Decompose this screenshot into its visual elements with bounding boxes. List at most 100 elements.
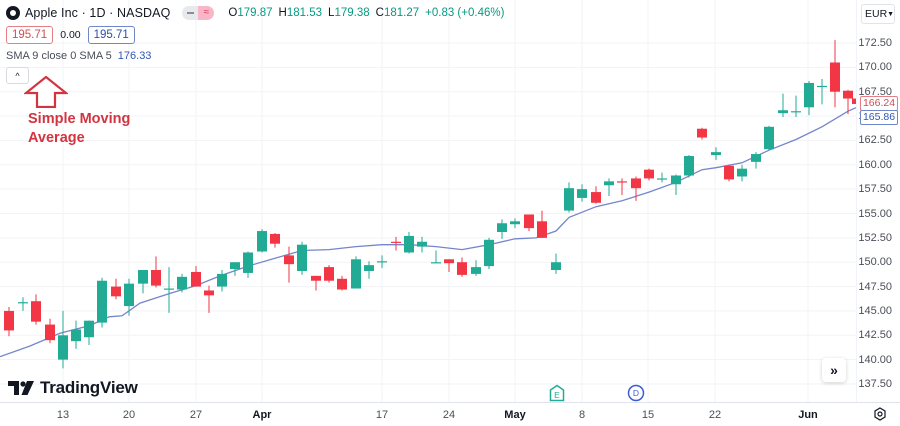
candle[interactable]	[391, 236, 401, 251]
candle[interactable]	[564, 182, 574, 213]
candle[interactable]	[724, 164, 734, 182]
candle[interactable]	[617, 178, 627, 195]
candle[interactable]	[444, 259, 454, 272]
candle[interactable]	[18, 297, 28, 311]
candle[interactable]	[84, 320, 94, 346]
candle[interactable]	[791, 95, 801, 118]
candle[interactable]	[830, 40, 840, 108]
sma-line[interactable]	[0, 107, 856, 358]
collapse-legend-button[interactable]: ^	[6, 67, 29, 84]
candle[interactable]	[404, 232, 414, 254]
candle[interactable]	[684, 155, 694, 178]
candle[interactable]	[852, 97, 856, 114]
candle-body	[843, 90, 853, 99]
trade-row: 195.71 0.00 195.71	[6, 26, 504, 44]
candle[interactable]	[417, 236, 427, 253]
candle[interactable]	[537, 210, 547, 238]
settings-gear-icon[interactable]	[873, 407, 887, 421]
candle[interactable]	[631, 176, 641, 201]
candle[interactable]	[497, 219, 507, 239]
candle[interactable]	[377, 255, 387, 269]
candle[interactable]	[324, 265, 334, 283]
price-tick-label: 147.50	[858, 280, 892, 293]
candle[interactable]	[97, 277, 107, 328]
chart-pane[interactable]	[0, 0, 856, 402]
candle[interactable]	[778, 93, 788, 118]
candle[interactable]	[58, 310, 68, 369]
candlestick-plot[interactable]	[0, 0, 856, 402]
candle[interactable]	[164, 267, 174, 313]
candle[interactable]	[284, 246, 294, 283]
candle[interactable]	[351, 256, 361, 289]
candle[interactable]	[270, 232, 280, 248]
scroll-to-realtime-button[interactable]: »	[822, 358, 846, 382]
price-tick-label: 157.50	[858, 183, 892, 196]
time-tick-label: 22	[708, 409, 722, 421]
candle[interactable]	[45, 318, 55, 344]
candle[interactable]	[510, 218, 520, 229]
candle[interactable]	[711, 147, 721, 160]
candle[interactable]	[817, 79, 827, 105]
candle-body	[4, 310, 14, 331]
currency-select[interactable]: EUR ▼	[861, 4, 895, 24]
candle[interactable]	[457, 257, 467, 277]
candle[interactable]	[524, 214, 534, 232]
candle[interactable]	[657, 172, 667, 183]
candle[interactable]	[364, 261, 374, 279]
candle[interactable]	[843, 89, 853, 115]
candle[interactable]	[151, 256, 161, 288]
candle[interactable]	[337, 275, 347, 291]
candle[interactable]	[671, 174, 681, 195]
candle[interactable]	[31, 294, 41, 325]
candle[interactable]	[177, 273, 187, 293]
candle[interactable]	[577, 184, 587, 202]
candle[interactable]	[4, 307, 14, 337]
candle[interactable]	[204, 285, 214, 313]
candle[interactable]	[431, 250, 441, 264]
candle[interactable]	[297, 241, 307, 275]
time-axis[interactable]: 13 20 27 Apr 17 24 May 8 15 22 Jun	[0, 402, 856, 426]
sell-button[interactable]: 195.71	[6, 26, 54, 44]
candle[interactable]	[111, 278, 121, 300]
earnings-event-icon[interactable]: E	[548, 384, 566, 402]
dividend-event-icon[interactable]: D	[627, 384, 645, 402]
candle[interactable]	[591, 186, 601, 204]
tradingview-logo[interactable]: TradingView	[8, 378, 138, 398]
price-axis[interactable]: 172.50170.00167.50165.00162.50160.00157.…	[856, 0, 900, 402]
candle-body	[324, 267, 334, 281]
candle[interactable]	[191, 266, 201, 287]
price-tick-label: 162.50	[858, 134, 892, 147]
candle[interactable]	[764, 125, 774, 151]
candle[interactable]	[124, 278, 134, 316]
symbol-title[interactable]: Apple Inc · 1D · NASDAQ	[25, 6, 171, 20]
indicator-label[interactable]: SMA 9 close 0 SMA 5	[6, 50, 112, 62]
candle[interactable]	[644, 168, 654, 181]
candle[interactable]	[217, 270, 227, 292]
time-tick-label: 8	[578, 409, 586, 421]
time-tick-label: Jun	[798, 409, 818, 421]
indicator-row[interactable]: SMA 9 close 0 SMA 5 176.33	[6, 50, 504, 62]
candle[interactable]	[751, 152, 761, 169]
candle[interactable]	[230, 262, 240, 276]
candle-body	[417, 241, 427, 247]
candle[interactable]	[484, 237, 494, 270]
candle[interactable]	[138, 270, 148, 294]
candle[interactable]	[311, 275, 321, 291]
flag-toggle[interactable]: ≈	[182, 6, 215, 20]
candle[interactable]	[737, 164, 747, 182]
annotation-line-2: Average	[28, 130, 85, 146]
candle-body	[604, 181, 614, 186]
annotation-text: Simple Moving Average	[28, 110, 130, 148]
candle[interactable]	[604, 178, 614, 196]
candle[interactable]	[551, 253, 561, 274]
candle[interactable]	[71, 320, 81, 349]
candle[interactable]	[257, 229, 267, 253]
candle[interactable]	[697, 127, 707, 140]
minus-icon[interactable]	[182, 6, 199, 20]
approx-icon[interactable]: ≈	[198, 6, 215, 20]
candle[interactable]	[804, 80, 814, 116]
candle[interactable]	[471, 260, 481, 276]
candle[interactable]	[243, 251, 253, 278]
buy-button[interactable]: 195.71	[87, 26, 135, 44]
